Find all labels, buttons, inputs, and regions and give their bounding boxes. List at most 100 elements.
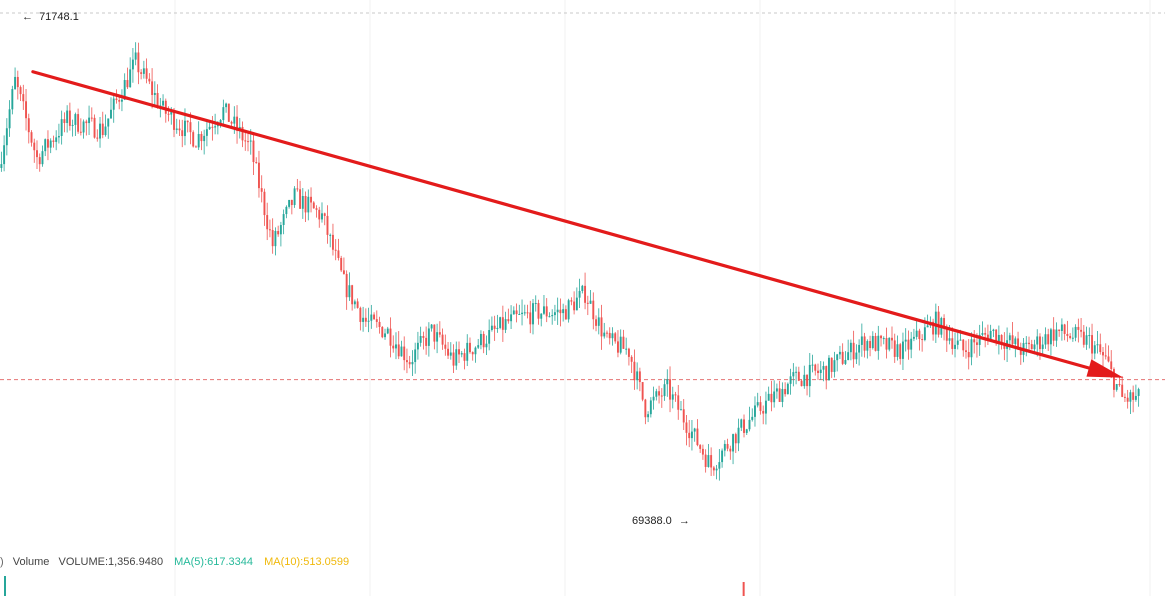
candle-body xyxy=(606,332,608,334)
indicator-prefix: ) xyxy=(0,556,4,568)
candle-body xyxy=(756,402,759,406)
candle-body xyxy=(66,110,69,124)
candle-body xyxy=(107,118,110,127)
candle-body xyxy=(131,59,134,70)
candle-body xyxy=(622,336,625,349)
candle-body xyxy=(822,366,825,370)
candle-body xyxy=(85,121,88,124)
candle-body xyxy=(836,354,839,361)
candle-body xyxy=(52,140,55,142)
candle-body xyxy=(570,300,573,302)
candle-body xyxy=(586,302,589,304)
candle-body xyxy=(88,117,91,124)
candle-body xyxy=(82,121,85,133)
candle-body xyxy=(438,332,441,335)
candle-body xyxy=(726,443,729,449)
candle-body xyxy=(249,140,252,142)
candle-body xyxy=(362,317,365,322)
candle-body xyxy=(1077,326,1080,330)
candle-body xyxy=(326,215,329,235)
low-label: 69388.0 → xyxy=(632,515,690,527)
candle-body xyxy=(578,290,581,298)
candle-body xyxy=(986,334,989,341)
candle-body xyxy=(211,126,214,128)
candle-body xyxy=(44,139,47,152)
candle-body xyxy=(767,393,770,401)
candle-body xyxy=(430,324,433,329)
low-value: 69388.0 xyxy=(632,515,672,527)
candle-body xyxy=(797,371,800,381)
candle-body xyxy=(1049,329,1052,345)
candle-body xyxy=(203,135,206,142)
candle-body xyxy=(556,309,559,313)
candle-body xyxy=(425,337,428,346)
candle-body xyxy=(488,330,491,344)
candle-body xyxy=(786,383,789,395)
candle-body xyxy=(1044,334,1047,345)
candle-body xyxy=(1132,392,1135,400)
candle-body xyxy=(230,121,233,124)
candle-body xyxy=(137,52,140,73)
candle-body xyxy=(181,130,184,137)
candle-body xyxy=(266,215,269,230)
candle-body xyxy=(460,353,463,355)
high-value: 71748.1 xyxy=(39,11,79,23)
candle-body xyxy=(447,348,450,356)
candle-body xyxy=(603,332,606,337)
candle-body xyxy=(616,341,619,353)
candle-body xyxy=(701,448,704,455)
candle-body xyxy=(893,340,896,357)
candle-body xyxy=(490,325,493,331)
candle-body xyxy=(1134,395,1137,400)
candle-body xyxy=(581,285,584,291)
candle-body xyxy=(55,137,58,142)
candle-body xyxy=(268,229,271,231)
candle-body xyxy=(677,395,680,410)
candle-body xyxy=(378,321,381,327)
candle-body xyxy=(389,328,392,346)
candle-body xyxy=(792,372,795,377)
candle-body xyxy=(255,162,258,164)
candle-body xyxy=(1066,333,1069,336)
candle-body xyxy=(715,468,718,471)
candle-body xyxy=(789,376,792,384)
candle-body xyxy=(178,128,181,131)
candle-body xyxy=(781,388,784,402)
candle-body xyxy=(1047,334,1050,345)
candle-body xyxy=(828,357,830,381)
candle-body xyxy=(38,157,41,165)
candle-body xyxy=(263,191,266,216)
candle-body xyxy=(49,140,52,148)
candle-body xyxy=(564,309,567,320)
indicator-ma5-value: MA(5):617.3344 xyxy=(174,556,253,568)
candle-body xyxy=(134,52,137,60)
candle-body xyxy=(762,410,765,414)
candle-body xyxy=(518,314,521,316)
candle-body xyxy=(553,312,556,316)
candle-body xyxy=(247,141,249,143)
candle-body xyxy=(814,364,817,371)
candle-body xyxy=(532,303,534,325)
candle-body xyxy=(310,196,312,203)
candle-body xyxy=(501,317,504,330)
candle-body xyxy=(186,120,189,123)
candle-body xyxy=(1082,331,1085,345)
candle-body xyxy=(959,339,962,341)
candle-body xyxy=(732,434,735,452)
candle-body xyxy=(844,360,847,364)
volume-bar xyxy=(742,582,745,596)
candle-body xyxy=(989,330,992,341)
candle-body xyxy=(592,300,595,320)
candle-body xyxy=(140,72,143,74)
candle-body xyxy=(849,342,852,353)
candle-body xyxy=(277,231,280,235)
trend-arrow-line xyxy=(31,70,1091,370)
candle-body xyxy=(712,467,715,471)
candle-body xyxy=(663,384,666,397)
candle-body xyxy=(932,321,935,335)
candle-body xyxy=(1011,335,1014,345)
candle-body xyxy=(153,92,156,95)
candle-body xyxy=(619,336,622,353)
candle-body xyxy=(1033,344,1036,350)
indicator-volume-value: VOLUME:1,356.9480 xyxy=(59,556,164,568)
